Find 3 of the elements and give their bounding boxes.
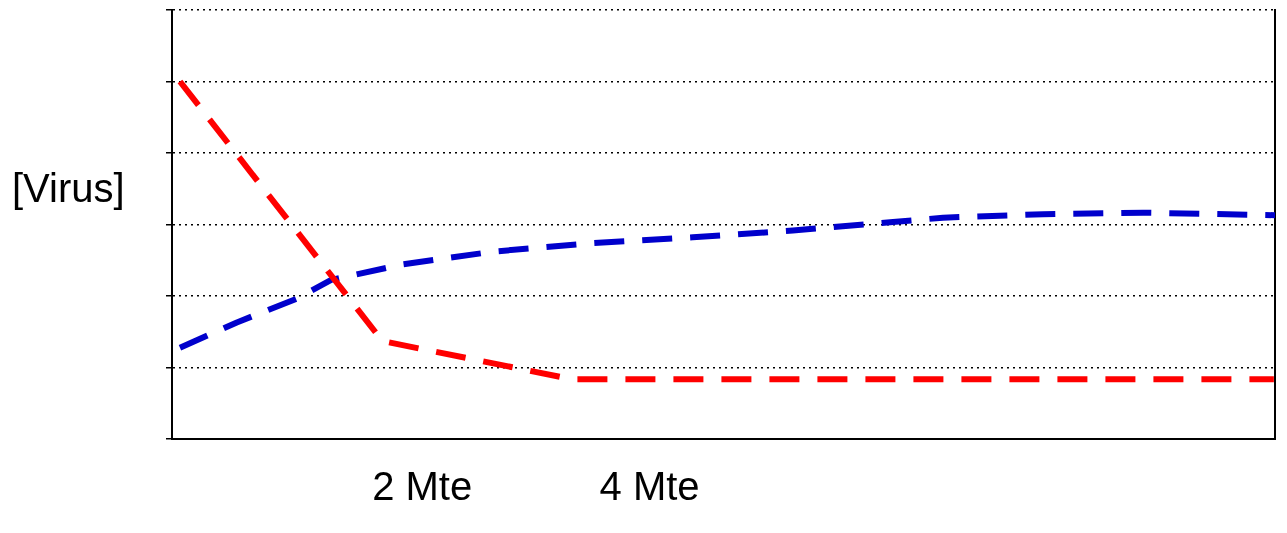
x-tick-label: 2 Mte [372, 464, 473, 509]
y-axis-title: [Virus] [12, 165, 125, 212]
x-tick-label: 4 Mte [599, 464, 700, 509]
